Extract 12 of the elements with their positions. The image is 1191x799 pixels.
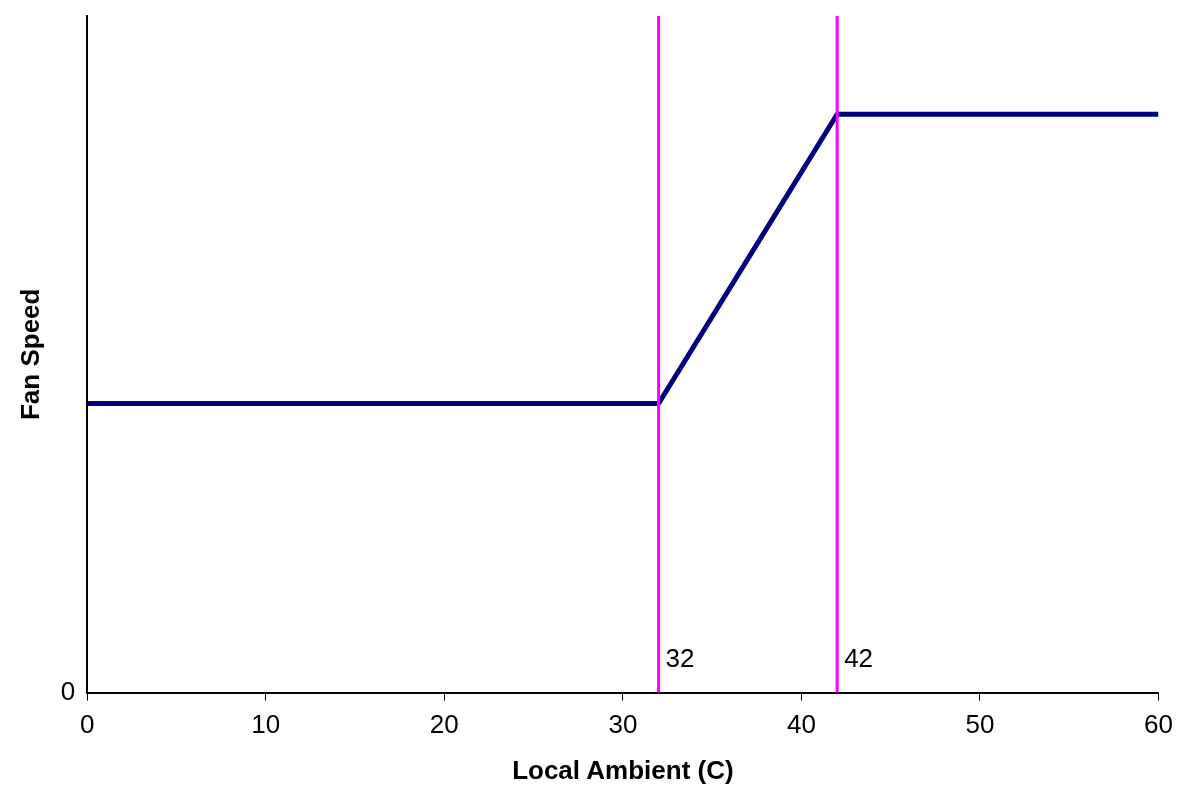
x-tick-label: 50	[965, 709, 995, 740]
x-tick-label: 10	[251, 709, 281, 740]
x-axis-title: Local Ambient (C)	[512, 754, 734, 785]
x-tick-label: 60	[1144, 709, 1173, 740]
x-tick-label: 30	[608, 709, 638, 740]
ref-line-label: 42	[844, 642, 874, 673]
ref-line-label: 32	[665, 642, 695, 673]
x-tick-label: 20	[429, 709, 459, 740]
x-tick-label: 0	[79, 709, 95, 740]
x-tick-label: 40	[786, 709, 816, 740]
y-axis-title: Fan Speed	[14, 288, 45, 421]
text: 0	[60, 675, 76, 706]
